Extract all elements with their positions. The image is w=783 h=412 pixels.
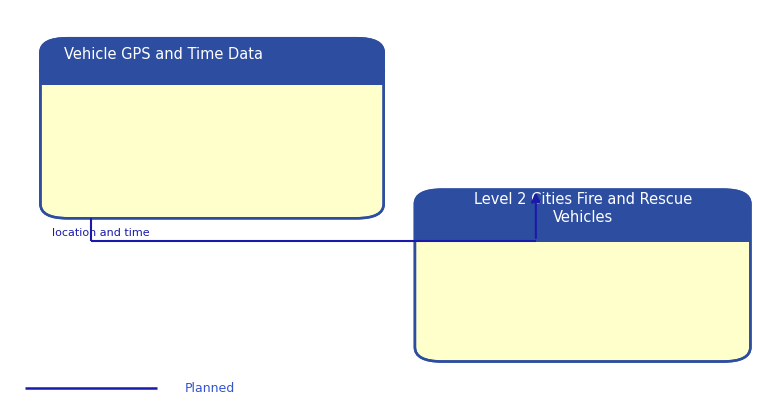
FancyBboxPatch shape <box>415 190 750 242</box>
FancyBboxPatch shape <box>415 190 750 361</box>
Text: location and time: location and time <box>52 228 150 238</box>
FancyBboxPatch shape <box>41 38 384 218</box>
Bar <box>41 70 384 85</box>
Text: Planned: Planned <box>185 382 235 395</box>
Text: Level 2 Cities Fire and Rescue
Vehicles: Level 2 Cities Fire and Rescue Vehicles <box>474 192 691 225</box>
Bar <box>415 227 750 242</box>
Text: Vehicle GPS and Time Data: Vehicle GPS and Time Data <box>64 47 263 62</box>
FancyBboxPatch shape <box>41 38 384 85</box>
